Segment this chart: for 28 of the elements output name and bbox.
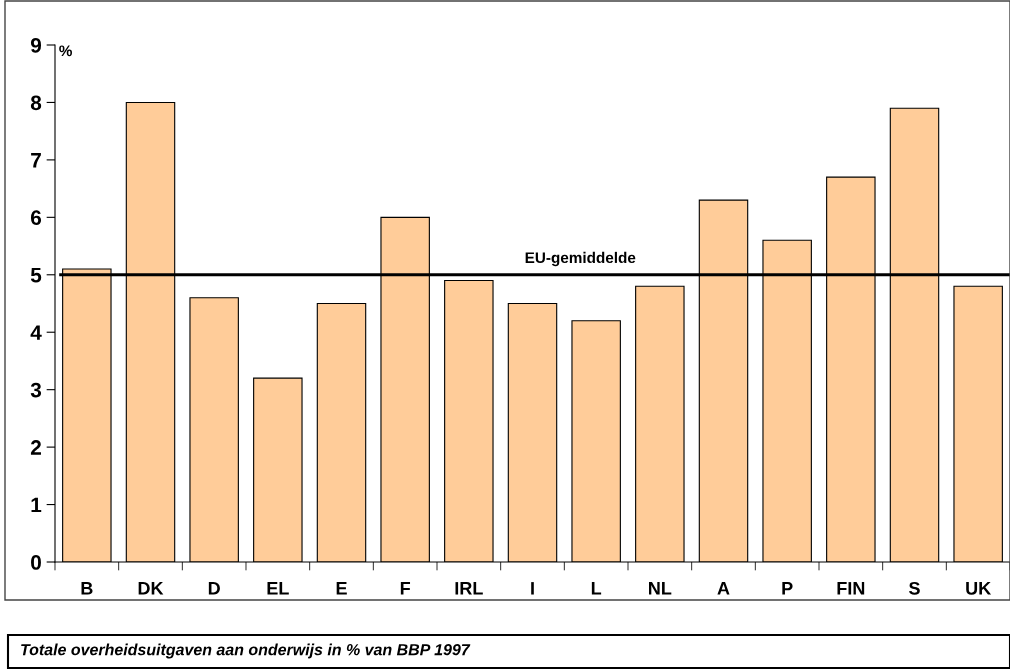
x-tick-label: UK — [966, 582, 992, 595]
y-tick-label: 6 — [30, 210, 42, 226]
x-tick-label: P — [782, 582, 793, 595]
x-tick-label: DK — [138, 582, 164, 595]
x-tick-label: NL — [649, 582, 672, 595]
y-tick-label: 2 — [30, 440, 41, 455]
x-tick-label: L — [591, 582, 602, 595]
y-tick-label: 4 — [30, 325, 42, 340]
y-tick-label: 8 — [30, 95, 42, 111]
ref-line-label: EU-gemiddelde — [525, 251, 636, 267]
x-tick-label: S — [909, 581, 920, 595]
x-tick-label: FIN — [837, 582, 865, 595]
x-tick-label: D — [208, 582, 220, 595]
x-tick-label: B — [81, 582, 93, 595]
y-axis-title: % — [59, 45, 72, 57]
x-tick-label: E — [336, 582, 347, 595]
text: Totale overheidsuitgaven aan onderwijs in % van BBP 1997 — [21, 643, 471, 659]
y-tick-label: 9 — [30, 38, 42, 53]
x-tick-label: IRL — [455, 582, 483, 595]
x-tick-label: F — [400, 582, 411, 595]
x-tick-label: EL — [267, 582, 289, 595]
x-tick-label: A — [717, 582, 730, 595]
y-tick-label: 5 — [30, 267, 42, 283]
y-tick-label: 1 — [31, 497, 42, 513]
y-tick-label: 7 — [31, 153, 41, 168]
x-tick-label: I — [531, 582, 534, 595]
y-tick-label: 0 — [31, 555, 41, 570]
y-tick-label: 3 — [30, 382, 42, 398]
